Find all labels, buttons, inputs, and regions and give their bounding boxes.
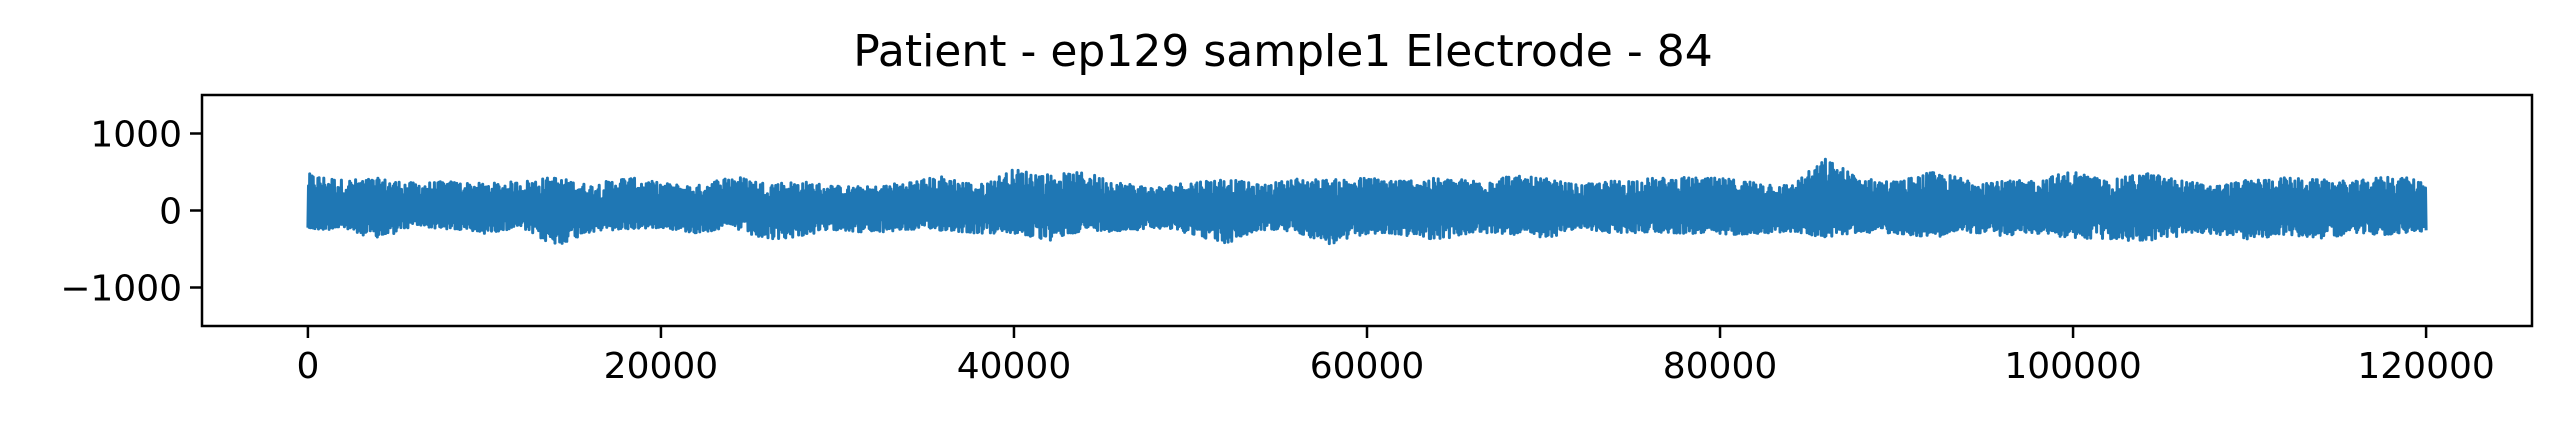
x-tick-label: 100000 xyxy=(2004,346,2141,387)
y-axis: 1000 0 −1000 xyxy=(60,115,202,310)
x-tick-label: 80000 xyxy=(1663,346,1778,387)
signal-series-line xyxy=(306,157,2428,246)
x-tick-label: 20000 xyxy=(604,346,719,387)
series-layer xyxy=(306,157,2428,246)
y-tick-label: 0 xyxy=(159,192,182,233)
chart-title: Patient - ep129 sample1 Electrode - 84 xyxy=(853,26,1712,77)
y-tick-label: −1000 xyxy=(60,269,182,310)
x-tick-label: 60000 xyxy=(1310,346,1425,387)
x-axis: 0 20000 40000 60000 80000 100000 120000 xyxy=(296,326,2495,387)
x-tick-label: 40000 xyxy=(957,346,1072,387)
y-tick-label: 1000 xyxy=(90,115,182,156)
x-tick-label: 120000 xyxy=(2357,346,2494,387)
x-tick-label: 0 xyxy=(296,346,319,387)
